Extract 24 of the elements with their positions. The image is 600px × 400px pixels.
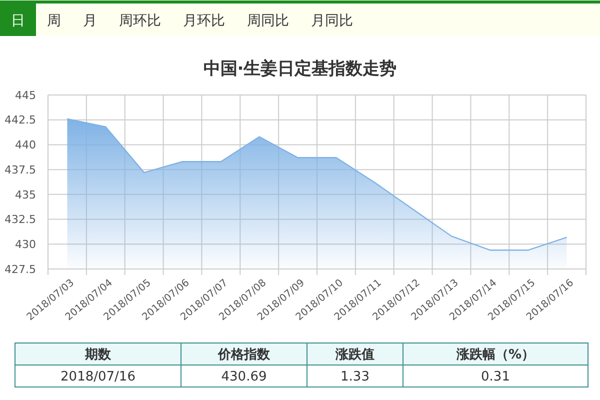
text: 周同比 — [247, 13, 289, 29]
text: 2018/07/16 — [60, 370, 136, 385]
y-tick-label: 445 — [15, 88, 36, 102]
y-tick-label: 437.5 — [4, 163, 36, 176]
y-tick-label: 435 — [15, 188, 36, 202]
text: 月环比 — [183, 13, 225, 29]
y-tick-label: 440 — [15, 138, 36, 152]
y-tick-label: 430 — [15, 238, 36, 251]
text: 430.69 — [221, 370, 267, 385]
text: 1.33 — [340, 370, 370, 385]
chart-title: 中国·生姜日定基指数走势 — [203, 58, 397, 79]
text: 期数 — [84, 348, 112, 363]
text: 月同比 — [311, 13, 353, 29]
text: 价格指数 — [217, 348, 271, 363]
y-tick-label: 427.5 — [4, 262, 36, 276]
text: 日 — [11, 13, 25, 29]
text: 0.31 — [481, 370, 510, 385]
y-tick-label: 442.5 — [4, 114, 36, 127]
text: 周 — [47, 13, 61, 29]
text: 月 — [83, 13, 97, 29]
text: 涨跌值 — [334, 348, 374, 363]
text: 周环比 — [119, 13, 161, 29]
text: 涨跌幅（%） — [455, 348, 535, 363]
y-tick-label: 432.5 — [4, 213, 36, 226]
